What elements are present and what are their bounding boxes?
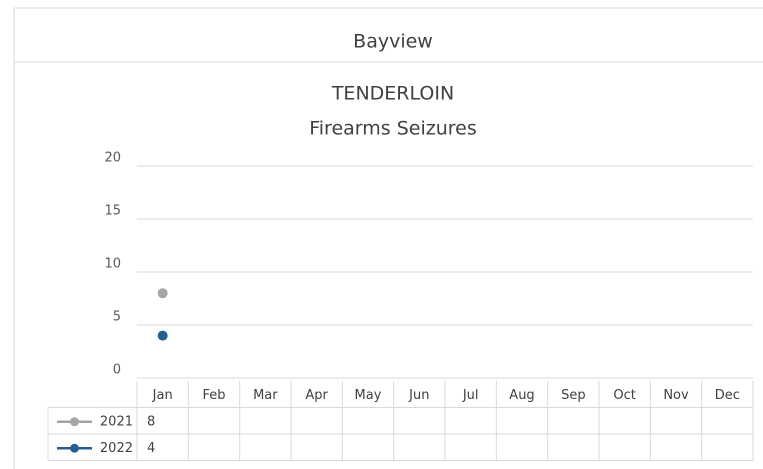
x-tick-label: Sep	[561, 388, 586, 403]
x-tick-label: May	[355, 388, 382, 403]
legend-key-marker	[70, 443, 79, 453]
chart-title: TENDERLOIN	[331, 83, 454, 105]
table-value: 4	[147, 441, 155, 456]
y-tick-label: 5	[113, 310, 121, 325]
y-tick-label: 10	[104, 257, 121, 272]
table-value: 8	[147, 414, 155, 429]
legend-key-marker	[70, 417, 79, 427]
x-tick-label: Nov	[663, 388, 689, 403]
x-tick-label: Oct	[613, 388, 635, 403]
x-tick-label: Jan	[152, 388, 173, 403]
y-tick-label: 20	[104, 151, 121, 166]
x-tick-label: Dec	[715, 388, 740, 403]
chart-subtitle: Firearms Seizures	[309, 118, 477, 140]
x-tick-label: Aug	[509, 388, 534, 403]
x-tick-label: Jun	[408, 388, 429, 403]
legend-label: 2022	[100, 441, 133, 456]
y-tick-label: 0	[113, 363, 121, 378]
x-tick-label: Mar	[253, 388, 278, 403]
x-tick-label: Feb	[202, 388, 225, 403]
y-tick-label: 15	[104, 204, 121, 219]
x-tick-label: Jul	[462, 388, 479, 403]
legend-label: 2021	[100, 414, 133, 429]
data-point	[157, 330, 168, 341]
x-tick-label: Apr	[305, 388, 328, 403]
header-title: Bayview	[353, 31, 433, 53]
data-point	[157, 288, 168, 299]
